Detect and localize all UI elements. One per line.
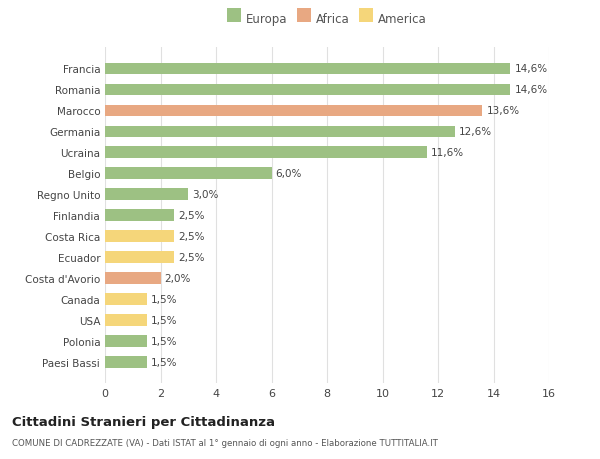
Text: 14,6%: 14,6% xyxy=(514,64,547,74)
Bar xyxy=(105,84,510,96)
Bar xyxy=(105,294,146,305)
Bar xyxy=(105,210,175,222)
Text: Cittadini Stranieri per Cittadinanza: Cittadini Stranieri per Cittadinanza xyxy=(12,415,275,428)
Bar xyxy=(105,231,175,242)
Text: 14,6%: 14,6% xyxy=(514,85,547,95)
Text: 1,5%: 1,5% xyxy=(151,295,177,304)
Text: 3,0%: 3,0% xyxy=(193,190,219,200)
Bar xyxy=(105,189,188,201)
Text: 12,6%: 12,6% xyxy=(459,127,492,137)
Bar xyxy=(105,168,271,179)
Text: 1,5%: 1,5% xyxy=(151,315,177,325)
Text: 11,6%: 11,6% xyxy=(431,148,464,158)
Bar xyxy=(105,336,146,347)
Text: 2,5%: 2,5% xyxy=(179,232,205,241)
Bar xyxy=(105,252,175,263)
Text: 13,6%: 13,6% xyxy=(487,106,520,116)
Text: COMUNE DI CADREZZATE (VA) - Dati ISTAT al 1° gennaio di ogni anno - Elaborazione: COMUNE DI CADREZZATE (VA) - Dati ISTAT a… xyxy=(12,438,438,448)
Bar xyxy=(105,273,161,284)
Bar xyxy=(105,63,510,75)
Text: 2,5%: 2,5% xyxy=(179,211,205,221)
Text: 6,0%: 6,0% xyxy=(275,169,302,179)
Text: 1,5%: 1,5% xyxy=(151,357,177,367)
Text: 2,0%: 2,0% xyxy=(164,274,191,284)
Bar xyxy=(105,105,482,117)
Bar xyxy=(105,147,427,159)
Bar xyxy=(105,126,455,138)
Bar xyxy=(105,315,146,326)
Legend: Europa, Africa, America: Europa, Africa, America xyxy=(225,11,429,28)
Bar xyxy=(105,357,146,368)
Text: 1,5%: 1,5% xyxy=(151,336,177,347)
Text: 2,5%: 2,5% xyxy=(179,252,205,263)
